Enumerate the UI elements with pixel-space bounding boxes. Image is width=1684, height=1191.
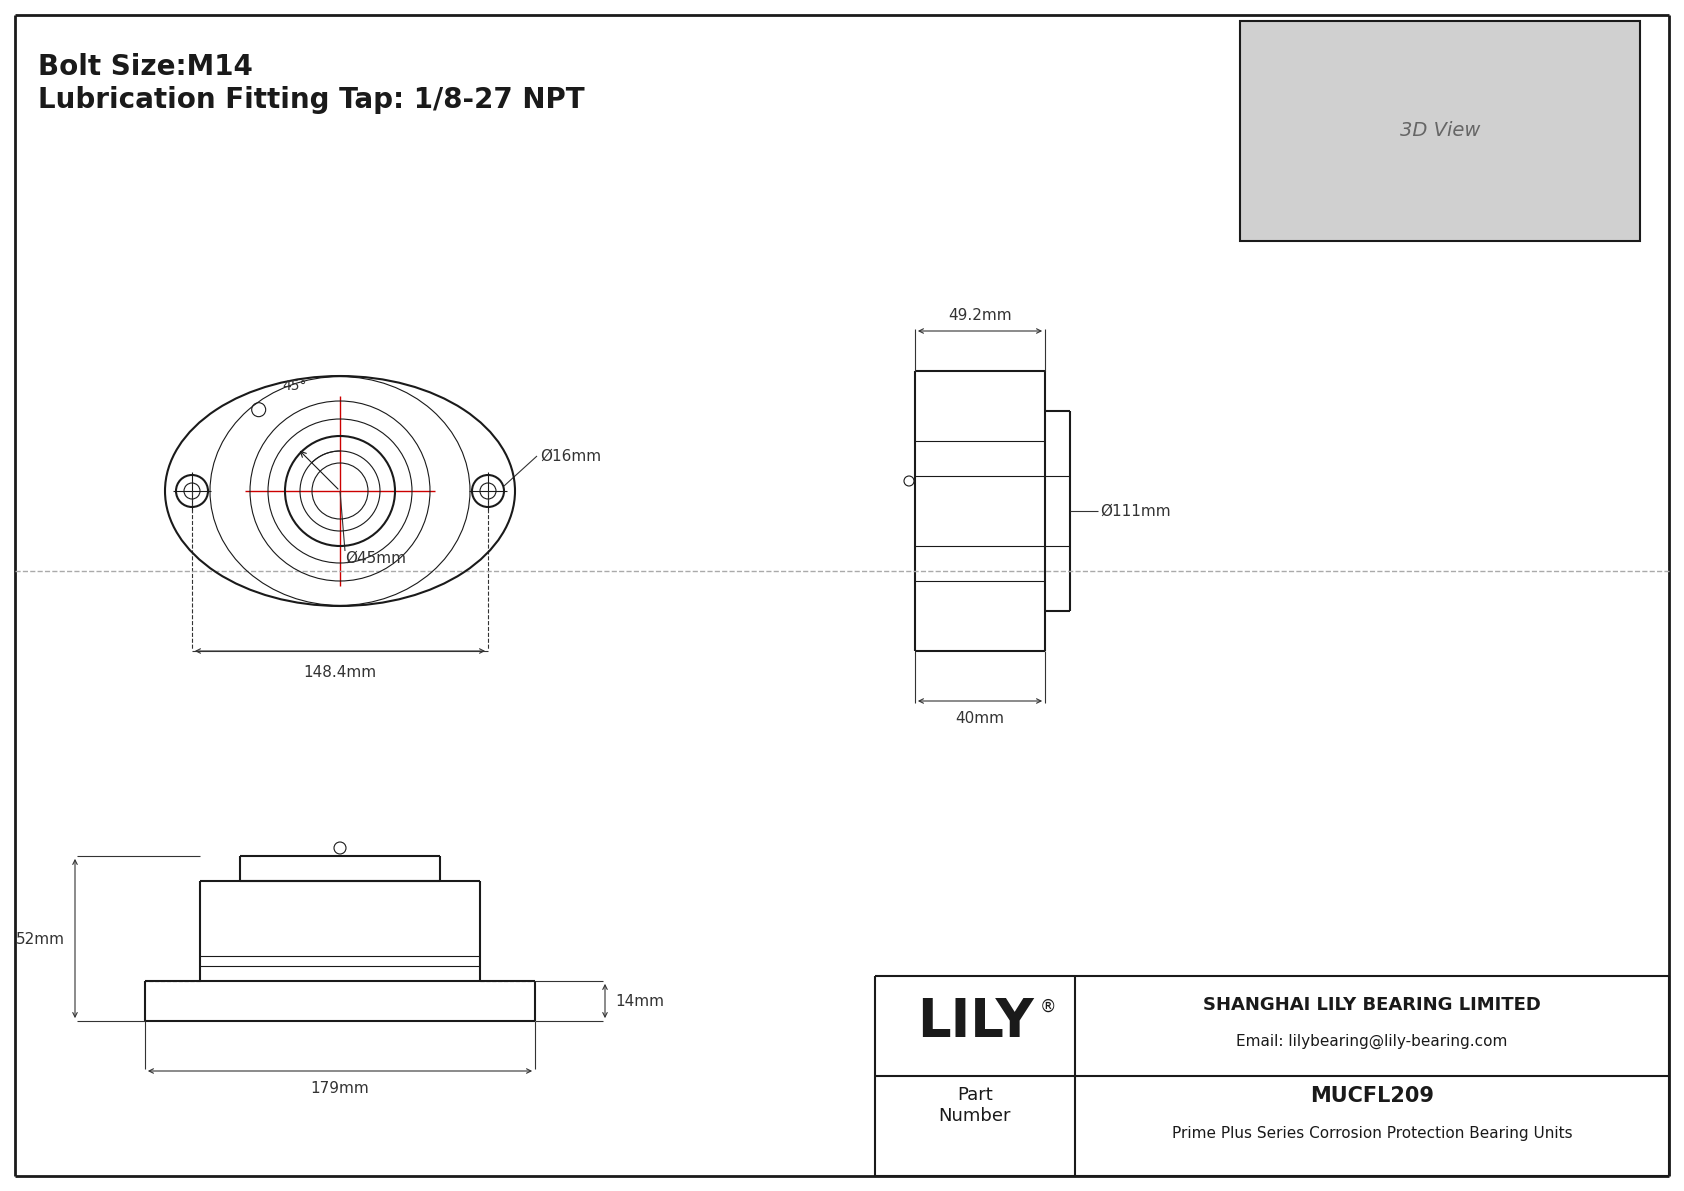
Text: 45°: 45° bbox=[283, 379, 306, 393]
Text: 52mm: 52mm bbox=[17, 931, 66, 947]
Text: SHANGHAI LILY BEARING LIMITED: SHANGHAI LILY BEARING LIMITED bbox=[1202, 996, 1541, 1014]
Bar bbox=[1239, 21, 1640, 241]
Text: 14mm: 14mm bbox=[615, 993, 663, 1009]
Text: Ø45mm: Ø45mm bbox=[345, 551, 406, 566]
Text: Prime Plus Series Corrosion Protection Bearing Units: Prime Plus Series Corrosion Protection B… bbox=[1172, 1125, 1573, 1141]
Text: 179mm: 179mm bbox=[310, 1081, 369, 1096]
Text: Ø16mm: Ø16mm bbox=[541, 449, 601, 463]
Text: 40mm: 40mm bbox=[955, 711, 1004, 727]
Text: Lubrication Fitting Tap: 1/8-27 NPT: Lubrication Fitting Tap: 1/8-27 NPT bbox=[39, 86, 584, 114]
Text: ®: ® bbox=[1041, 998, 1056, 1016]
Text: Bolt Size:M14: Bolt Size:M14 bbox=[39, 54, 253, 81]
Text: LILY: LILY bbox=[916, 996, 1034, 1048]
Text: MUCFL209: MUCFL209 bbox=[1310, 1086, 1435, 1106]
Text: 148.4mm: 148.4mm bbox=[303, 665, 377, 680]
Text: Email: lilybearing@lily-bearing.com: Email: lilybearing@lily-bearing.com bbox=[1236, 1034, 1507, 1049]
Text: 49.2mm: 49.2mm bbox=[948, 308, 1012, 323]
Text: Ø111mm: Ø111mm bbox=[1100, 504, 1170, 518]
Text: Part
Number: Part Number bbox=[938, 1086, 1012, 1124]
Text: 3D View: 3D View bbox=[1399, 121, 1480, 141]
